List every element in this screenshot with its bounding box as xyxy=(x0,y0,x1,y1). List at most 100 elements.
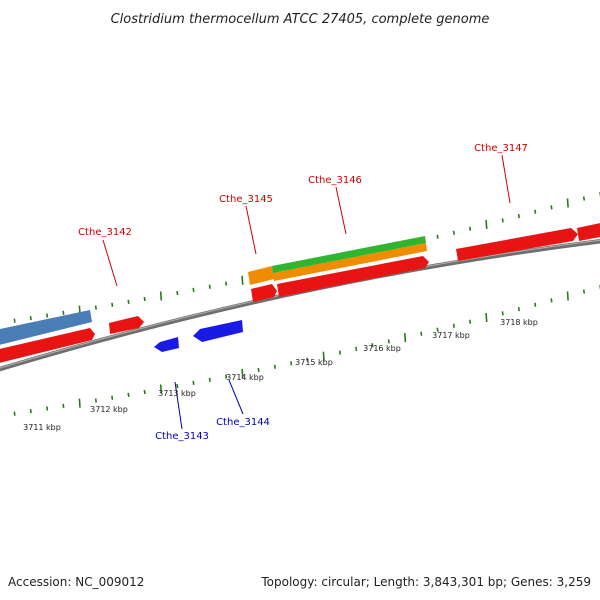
kbp-label-3718: 3718 kbp xyxy=(500,318,538,327)
kbp-label-3716: 3716 kbp xyxy=(363,344,401,353)
inner-ring-minor-tick xyxy=(355,346,358,352)
inner-ring-minor-tick xyxy=(225,374,228,379)
inner-ring-minor-tick xyxy=(46,406,49,411)
outer-ring-minor-tick xyxy=(534,209,537,214)
gene-label-cthe-3144[interactable]: Cthe_3144 xyxy=(216,417,270,428)
accession-text: Accession: NC_009012 xyxy=(8,575,144,589)
pointer-cthe-3142 xyxy=(102,239,118,287)
outer-ring-minor-tick xyxy=(208,284,211,289)
inner-ring-minor-tick xyxy=(176,383,179,389)
genome-summary-text: Topology: circular; Length: 3,843,301 bp… xyxy=(260,575,591,589)
inner-ring-minor-tick xyxy=(13,411,16,416)
feature-cds-left[interactable] xyxy=(0,328,95,364)
feature-cthe-3143[interactable] xyxy=(154,337,179,352)
inner-ring-major-tick xyxy=(322,351,325,361)
inner-ring-minor-tick xyxy=(534,302,537,307)
outer-ring-major-tick xyxy=(485,219,488,230)
inner-ring-minor-tick xyxy=(306,357,309,362)
inner-ring-minor-tick xyxy=(582,289,586,294)
outer-ring-minor-tick xyxy=(127,299,130,305)
feature-track xyxy=(0,222,600,364)
inner-ring-minor-tick xyxy=(371,343,374,348)
inner-ring-minor-tick xyxy=(469,319,472,324)
gene-label-cthe-3142[interactable]: Cthe_3142 xyxy=(78,227,132,238)
outer-ring-minor-tick xyxy=(13,318,16,323)
inner-ring-minor-tick xyxy=(273,364,276,369)
inner-ring-major-tick xyxy=(78,398,81,408)
pointer-cthe-3146 xyxy=(335,186,347,235)
outer-ring-minor-tick xyxy=(46,313,49,318)
outer-ring-minor-tick xyxy=(436,234,439,239)
outer-ring-minor-tick xyxy=(582,196,586,201)
kbp-label-3714: 3714 kbp xyxy=(226,373,264,382)
feature-cthe-3146-orange[interactable] xyxy=(273,243,427,281)
feature-steelblue-left[interactable] xyxy=(0,310,92,346)
outer-ring-minor-tick xyxy=(501,218,504,223)
inner-ring-major-tick xyxy=(485,312,488,323)
inner-ring-minor-tick xyxy=(501,311,504,316)
gene-label-cthe-3143[interactable]: Cthe_3143 xyxy=(155,431,209,442)
inner-ring-minor-tick xyxy=(550,298,553,303)
inner-ring-minor-tick xyxy=(62,403,65,409)
outer-ring-major-tick xyxy=(159,291,163,301)
inner-ring-minor-tick xyxy=(94,398,97,403)
feature-cthe-3146-green[interactable] xyxy=(272,236,426,273)
outer-ring-minor-tick xyxy=(452,230,455,235)
pointer-cthe-3147 xyxy=(501,154,511,204)
kbp-label-3712: 3712 kbp xyxy=(90,405,128,414)
pointer-cthe-3143 xyxy=(174,381,183,430)
feature-cthe-3147[interactable] xyxy=(456,228,578,261)
gene-labels: Cthe_3142 Cthe_3145 Cthe_3146 Cthe_3147 … xyxy=(78,143,528,442)
feature-cthe-3145-orange[interactable] xyxy=(248,266,274,285)
label-pointers xyxy=(102,154,511,430)
kbp-label-3711: 3711 kbp xyxy=(23,423,61,432)
inner-ring-major-tick xyxy=(159,384,163,394)
inner-ring-minor-tick xyxy=(111,395,114,400)
inner-ring-minor-tick xyxy=(127,392,130,398)
outer-ring-minor-tick xyxy=(192,287,195,293)
outer-ring-minor-tick xyxy=(517,213,520,219)
outer-ring-minor-tick xyxy=(29,315,32,321)
inner-ring-major-tick xyxy=(241,368,244,378)
feature-cthe-3142[interactable] xyxy=(109,316,144,334)
inner-ring-major-tick xyxy=(404,333,407,343)
inner-ring-minor-tick xyxy=(517,306,520,312)
inner-ring-minor-tick xyxy=(387,339,390,344)
kbp-label-3717: 3717 kbp xyxy=(432,331,470,340)
kbp-label-3713: 3713 kbp xyxy=(158,389,196,398)
outer-ring-minor-tick xyxy=(225,281,228,286)
feature-cthe-3146[interactable] xyxy=(277,256,429,297)
inner-tick-ring xyxy=(13,285,600,416)
inner-ring-minor-tick xyxy=(29,408,32,414)
inner-ring-minor-tick xyxy=(257,367,260,373)
outer-ring-minor-tick xyxy=(111,302,114,307)
gene-label-cthe-3145[interactable]: Cthe_3145 xyxy=(219,194,273,205)
inner-ring-major-tick xyxy=(566,291,569,301)
pointer-cthe-3145 xyxy=(245,205,257,255)
inner-ring-minor-tick xyxy=(143,389,146,395)
outer-ring-minor-tick xyxy=(469,226,472,231)
inner-ring-minor-tick xyxy=(436,327,439,332)
genome-backbone-highlight xyxy=(0,239,600,369)
inner-ring-minor-tick xyxy=(452,323,455,328)
inner-ring-minor-tick xyxy=(192,380,195,386)
outer-ring-minor-tick xyxy=(550,205,553,210)
outer-ring-minor-tick xyxy=(94,305,97,310)
feature-cds-right[interactable] xyxy=(577,222,600,241)
outer-ring-minor-tick xyxy=(176,290,179,296)
feature-cthe-3144[interactable] xyxy=(193,320,243,342)
kbp-label-3715: 3715 kbp xyxy=(295,358,333,367)
outer-ring-minor-tick xyxy=(143,296,146,302)
pointer-cthe-3144 xyxy=(228,379,244,415)
outer-ring-minor-tick xyxy=(62,310,65,316)
feature-cthe-3145[interactable] xyxy=(251,284,277,302)
outer-ring-major-tick xyxy=(566,198,569,208)
inner-ring-minor-tick xyxy=(290,361,293,366)
genome-backbone xyxy=(0,238,600,372)
outer-tick-ring xyxy=(13,192,600,323)
kbp-tick-labels: 3711 kbp 3712 kbp 3713 kbp 3714 kbp 3715… xyxy=(23,318,538,432)
gene-label-cthe-3147[interactable]: Cthe_3147 xyxy=(474,143,528,154)
gene-label-cthe-3146[interactable]: Cthe_3146 xyxy=(308,175,362,186)
